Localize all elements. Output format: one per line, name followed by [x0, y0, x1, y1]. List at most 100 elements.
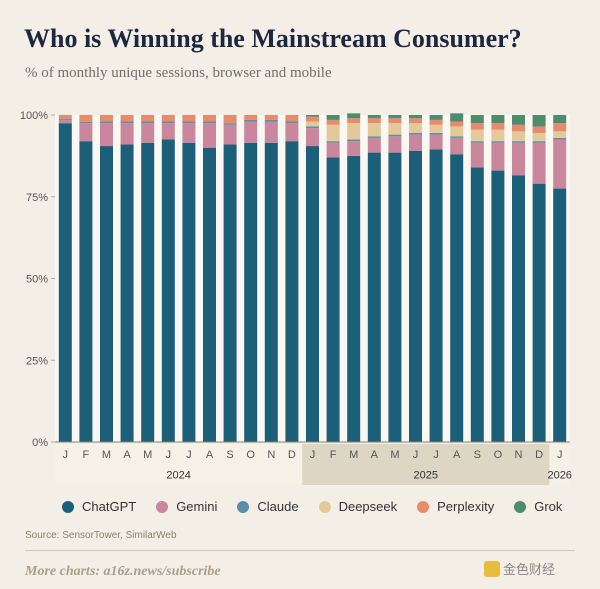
bar-gemini-7	[203, 123, 216, 148]
bar-perplexity-5	[161, 115, 175, 122]
x-month-label: M	[102, 449, 111, 461]
bar-claude-18	[429, 132, 443, 135]
x-month-label: J	[63, 449, 69, 461]
bar-gemini-12	[306, 128, 319, 147]
x-month-label: J	[413, 449, 419, 461]
bar-gemini-8	[223, 124, 237, 145]
bar-claude-13	[326, 141, 340, 143]
x-year-label: 2025	[414, 470, 438, 482]
bar-deepseek-17	[409, 123, 422, 133]
bar-perplexity-3	[120, 115, 134, 122]
bar-deepseek-14	[347, 123, 361, 140]
bar-deepseek-20	[470, 129, 484, 142]
bar-grok-24	[553, 115, 567, 124]
bar-gemini-23	[532, 142, 546, 184]
bar-chatgpt-9	[244, 142, 258, 443]
bar-claude-23	[532, 141, 546, 143]
bar-claude-20	[470, 141, 484, 143]
legend-swatch-deepseek	[318, 500, 331, 513]
x-month-label: J	[166, 449, 172, 461]
bar-chatgpt-22	[512, 175, 525, 442]
bar-gemini-14	[347, 141, 361, 156]
bar-claude-8	[223, 123, 237, 125]
watermark-text: 金色财经	[503, 562, 556, 577]
bar-claude-4	[141, 121, 155, 124]
legend: ChatGPT Gemini Claude Deepseek Perplexit…	[62, 499, 562, 514]
bar-chatgpt-15	[367, 152, 381, 443]
bar-chatgpt-8	[223, 144, 237, 442]
bar-claude-22	[512, 141, 525, 143]
bar-claude-15	[367, 136, 381, 138]
bar-claude-6	[182, 121, 196, 124]
x-month-label: S	[226, 449, 233, 461]
bar-perplexity-6	[182, 115, 196, 122]
bar-chatgpt-17	[409, 150, 422, 442]
footer-link[interactable]: More charts: a16z.news/subscribe	[25, 564, 221, 579]
bar-claude-7	[203, 121, 216, 124]
bar-grok-17	[409, 115, 422, 119]
source-note: Source: SensorTower, SimilarWeb	[25, 530, 177, 541]
bar-chatgpt-14	[347, 155, 361, 442]
bar-chatgpt-16	[388, 152, 402, 443]
bar-deepseek-22	[512, 131, 525, 142]
bar-perplexity-23	[532, 126, 546, 133]
bar-claude-21	[491, 141, 505, 143]
bar-deepseek-21	[491, 129, 505, 142]
bar-chatgpt-0	[58, 123, 72, 443]
x-month-label: A	[123, 449, 131, 461]
bar-claude-24	[553, 137, 567, 140]
bar-gemini-24	[553, 139, 567, 189]
bar-grok-15	[367, 115, 381, 119]
x-month-label: M	[349, 449, 358, 461]
x-month-label: D	[288, 449, 296, 461]
bar-chatgpt-13	[326, 157, 340, 442]
bar-perplexity-22	[512, 124, 525, 132]
bar-perplexity-15	[367, 118, 381, 124]
legend-item-perplexity: Perplexity	[417, 499, 494, 514]
bar-grok-13	[326, 115, 340, 120]
bar-grok-12	[306, 115, 319, 117]
legend-label-claude: Claude	[257, 499, 299, 514]
bar-gemini-11	[285, 123, 299, 142]
legend-label-deepseek: Deepseek	[338, 499, 398, 514]
bar-claude-3	[120, 121, 134, 124]
bar-claude-12	[306, 126, 319, 129]
bar-claude-0	[58, 118, 72, 120]
bar-perplexity-9	[244, 115, 258, 120]
bar-gemini-9	[244, 121, 258, 143]
x-month-label: O	[494, 449, 503, 461]
bar-chatgpt-10	[264, 142, 278, 443]
bar-perplexity-10	[264, 115, 278, 120]
bar-gemini-16	[388, 136, 402, 153]
year-band-bg-2	[549, 444, 570, 485]
bar-gemini-19	[450, 137, 464, 155]
bar-deepseek-18	[429, 124, 443, 133]
x-month-label: A	[453, 449, 461, 461]
bar-chatgpt-6	[182, 142, 196, 443]
bar-deepseek-23	[532, 132, 546, 142]
bar-gemini-10	[264, 121, 278, 143]
bar-deepseek-13	[326, 124, 340, 142]
bar-perplexity-8	[223, 115, 237, 124]
bar-chatgpt-4	[141, 142, 155, 443]
bar-gemini-6	[182, 123, 196, 143]
bar-perplexity-11	[285, 115, 299, 122]
bar-chatgpt-1	[79, 141, 93, 442]
x-month-label: M	[143, 449, 152, 461]
bar-claude-19	[450, 136, 464, 138]
bar-perplexity-0	[58, 115, 72, 119]
bar-perplexity-2	[100, 115, 113, 122]
bar-chatgpt-20	[470, 167, 484, 442]
legend-swatch-chatgpt	[62, 500, 74, 513]
bar-chatgpt-19	[450, 154, 464, 443]
bar-chatgpt-12	[306, 146, 319, 442]
bar-claude-11	[285, 121, 299, 124]
x-month-label: J	[310, 449, 316, 461]
y-tick-label: 75%	[26, 192, 48, 204]
bar-claude-17	[409, 132, 422, 135]
x-month-label: A	[206, 449, 214, 461]
bar-claude-2	[100, 121, 113, 124]
x-month-label: O	[246, 449, 255, 461]
x-year-label: 2024	[166, 470, 190, 482]
bar-grok-22	[512, 115, 525, 125]
